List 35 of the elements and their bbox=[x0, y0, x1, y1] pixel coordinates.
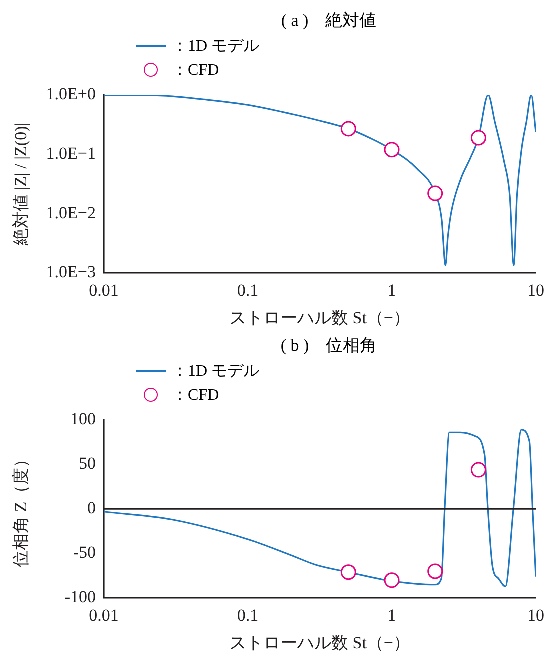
y-tick-label: 50 bbox=[79, 454, 96, 474]
point bbox=[340, 121, 356, 137]
x-tick-label: 10 bbox=[528, 280, 544, 300]
y-tick-label: 100 bbox=[70, 410, 96, 429]
point bbox=[470, 130, 486, 146]
chart-title: ( b ) 位相角 bbox=[280, 335, 378, 357]
legend-label: ：CFD bbox=[172, 386, 220, 406]
x-tick-label: 10 bbox=[528, 606, 544, 625]
y-tick-label: -100 bbox=[64, 588, 96, 607]
y-axis-title: 位相角 Z（度） bbox=[12, 450, 31, 568]
x-axis-title: ストローハル数 St（−） bbox=[229, 633, 411, 652]
x-tick-label: 1 bbox=[388, 280, 396, 300]
y-tick-label: 1.0E−1 bbox=[46, 144, 96, 163]
x-tick-label: 0.01 bbox=[89, 280, 119, 300]
x-tick-label: 0.1 bbox=[237, 280, 259, 300]
y-axis-title: 絶対値 |Z| / |Z(0)| bbox=[12, 122, 31, 247]
point bbox=[384, 142, 400, 158]
x-tick-label: 0.01 bbox=[89, 606, 119, 625]
y-tick-label: 1.0E−3 bbox=[46, 262, 96, 282]
x-tick-label: 0.1 bbox=[237, 606, 259, 625]
point bbox=[470, 462, 486, 478]
point bbox=[384, 572, 400, 588]
legend-label: ：1D モデル bbox=[172, 36, 260, 56]
point bbox=[340, 564, 356, 580]
chart-title: ( a ) 絶対値 bbox=[280, 10, 378, 32]
point bbox=[428, 564, 444, 580]
y-tick-label: 0 bbox=[88, 498, 96, 518]
legend-label: ：CFD bbox=[172, 60, 220, 80]
point bbox=[428, 186, 444, 202]
y-tick-label: 1.0E−2 bbox=[46, 203, 96, 222]
y-tick-label: 1.0E+0 bbox=[46, 84, 96, 104]
legend-label: ：1D モデル bbox=[172, 362, 260, 382]
x-axis-title: ストローハル数 St（−） bbox=[229, 308, 411, 328]
x-tick-label: 1 bbox=[388, 606, 396, 625]
y-tick-label: -50 bbox=[73, 543, 96, 562]
